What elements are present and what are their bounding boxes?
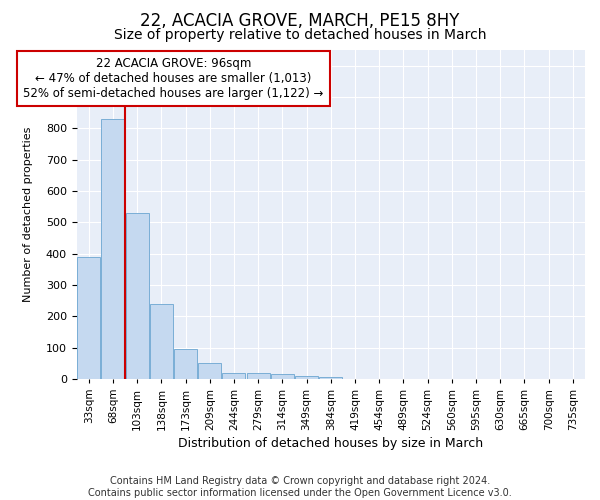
Bar: [319, 376, 343, 379]
Bar: [77, 256, 100, 379]
Bar: [271, 374, 294, 379]
Text: Contains HM Land Registry data © Crown copyright and database right 2024.
Contai: Contains HM Land Registry data © Crown c…: [88, 476, 512, 498]
Bar: [150, 304, 173, 379]
Bar: [101, 119, 124, 379]
Bar: [247, 372, 269, 379]
Bar: [198, 363, 221, 379]
Bar: [174, 349, 197, 379]
Bar: [125, 213, 149, 379]
Text: 22 ACACIA GROVE: 96sqm
← 47% of detached houses are smaller (1,013)
52% of semi-: 22 ACACIA GROVE: 96sqm ← 47% of detached…: [23, 56, 323, 100]
Y-axis label: Number of detached properties: Number of detached properties: [23, 127, 34, 302]
Text: Size of property relative to detached houses in March: Size of property relative to detached ho…: [114, 28, 486, 42]
X-axis label: Distribution of detached houses by size in March: Distribution of detached houses by size …: [178, 437, 484, 450]
Bar: [295, 376, 318, 379]
Text: 22, ACACIA GROVE, MARCH, PE15 8HY: 22, ACACIA GROVE, MARCH, PE15 8HY: [140, 12, 460, 30]
Bar: [223, 372, 245, 379]
